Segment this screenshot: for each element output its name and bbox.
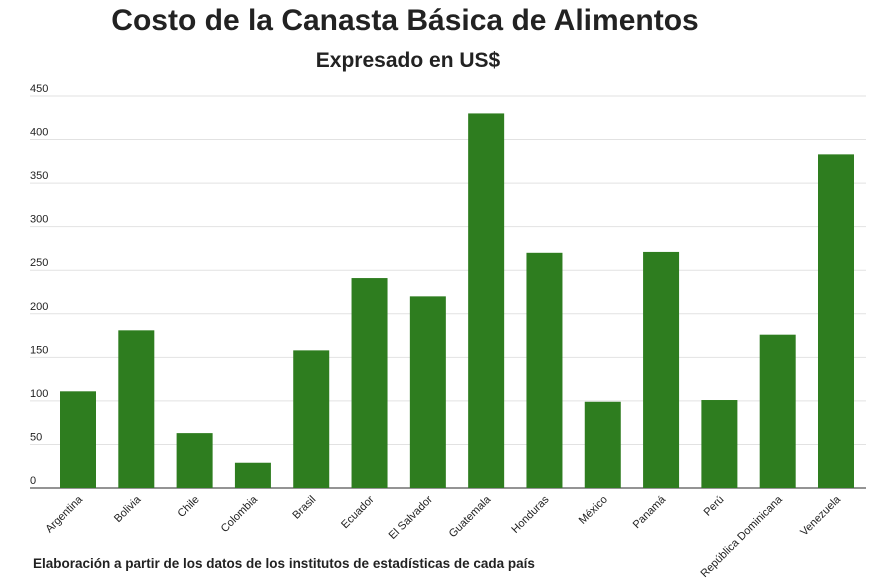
x-tick-label: Ecuador: [339, 493, 377, 531]
y-tick-label: 300: [30, 214, 48, 226]
x-tick-label: Honduras: [509, 493, 552, 536]
y-tick-label: 150: [30, 344, 48, 356]
y-tick-label: 200: [30, 301, 48, 313]
x-tick-label: Panamá: [631, 493, 669, 531]
bar-argentina: [60, 391, 96, 488]
chart-title: Costo de la Canasta Básica de Alimentos: [111, 4, 699, 37]
source-note: Elaboración a partir de los datos de los…: [33, 556, 535, 571]
bar-republica-dominicana: [759, 334, 796, 488]
x-tick-label: Colombia: [219, 493, 261, 535]
bars: [60, 113, 854, 488]
x-tick-label: México: [577, 494, 610, 527]
bar-peru: [701, 400, 738, 488]
bar-ecuador: [351, 278, 388, 488]
y-tick-label: 350: [30, 170, 48, 182]
x-tick-label: Guatemala: [447, 493, 494, 540]
grid-lines: [30, 95, 866, 489]
bar-mexico: [584, 401, 621, 488]
y-tick-label: 0: [30, 475, 36, 487]
bar-guatemala: [468, 113, 505, 488]
y-tick-label: 400: [30, 127, 48, 139]
bar-honduras: [526, 252, 563, 488]
x-tick-label: Brasil: [290, 494, 318, 522]
x-tick-label: Perú: [702, 494, 727, 519]
chart-subtitle: Expresado en US$: [315, 49, 501, 72]
bar-brasil: [293, 350, 330, 488]
bar-bolivia: [118, 330, 155, 488]
y-tick-label: 50: [30, 431, 42, 443]
y-axis-ticks: 0 50 100 150 200 250 300 350 400 450: [30, 83, 48, 487]
x-tick-label: Chile: [176, 494, 202, 520]
bar-el-salvador: [409, 296, 446, 488]
bar-colombia: [234, 462, 271, 488]
x-tick-label: Bolivia: [112, 493, 144, 525]
bar-venezuela: [818, 154, 854, 488]
y-tick-label: 250: [30, 257, 48, 269]
bar-panama: [643, 251, 680, 488]
y-tick-label: 450: [30, 83, 48, 95]
bar-chile: [176, 433, 213, 488]
x-tick-label: Argentina: [43, 493, 85, 535]
y-tick-label: 100: [30, 388, 48, 400]
x-tick-label: Venezuela: [798, 493, 843, 538]
x-tick-label: El Salvador: [387, 493, 435, 541]
